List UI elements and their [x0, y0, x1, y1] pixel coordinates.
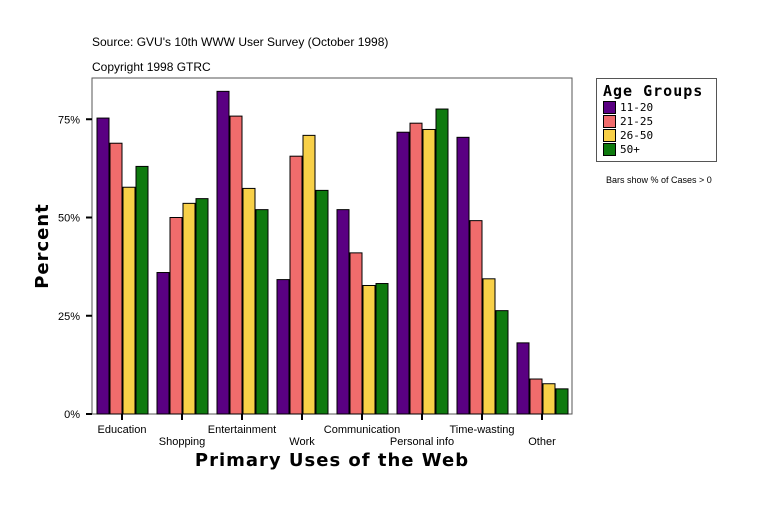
bar-26-50-time-wasting: [482, 278, 496, 415]
source-text: Source: GVU's 10th WWW User Survey (Octo…: [92, 35, 389, 49]
bar-26-50-entertainment: [242, 187, 256, 415]
bar-26-50-shopping: [182, 202, 196, 415]
bar-50+-communication: [375, 283, 389, 415]
legend-label: 26-50: [620, 128, 654, 142]
y-tick-label: 25%: [58, 311, 80, 323]
bar-50+-other: [555, 388, 569, 415]
legend-label: 11-20: [620, 100, 654, 114]
bar-21-25-time-wasting: [469, 220, 483, 415]
legend-item: 11-20: [603, 100, 716, 114]
bar-21-25-shopping: [169, 217, 183, 415]
bar-50+-time-wasting: [495, 310, 509, 415]
x-tick-label: Work: [289, 436, 315, 448]
legend-label: 21-25: [620, 114, 654, 128]
x-tick-label: Time-wasting: [450, 424, 515, 436]
bar-50+-personal-info: [435, 108, 449, 415]
legend-item: 50+: [603, 142, 716, 156]
bar-21-25-entertainment: [229, 115, 243, 415]
legend: Age Groups 11-20 21-25 26-50 50+: [596, 78, 717, 162]
bar-11-20-education: [96, 117, 110, 415]
bar-21-25-communication: [349, 252, 363, 415]
x-axis-label: Primary Uses of the Web: [195, 450, 469, 471]
legend-swatch: [603, 114, 616, 128]
cases-note: Bars show % of Cases > 0: [606, 175, 712, 185]
x-tick-label: Education: [98, 424, 147, 436]
copyright-text: Copyright 1998 GTRC: [92, 60, 211, 74]
y-tick-label: 50%: [58, 213, 80, 225]
bar-50+-shopping: [195, 198, 209, 415]
legend-item: 26-50: [603, 128, 716, 142]
bar-26-50-work: [302, 134, 316, 415]
legend-swatch: [603, 100, 616, 114]
bar-11-20-work: [276, 279, 290, 415]
legend-item: 21-25: [603, 114, 716, 128]
bar-26-50-communication: [362, 284, 376, 415]
bar-21-25-other: [529, 378, 543, 415]
y-tick-label: 75%: [58, 114, 80, 126]
bar-21-25-personal-info: [409, 122, 423, 415]
bar-26-50-personal-info: [422, 128, 436, 415]
bar-21-25-work: [289, 155, 303, 415]
bar-50+-entertainment: [255, 209, 269, 415]
legend-swatch: [603, 128, 616, 142]
legend-swatch: [603, 142, 616, 156]
x-tick-label: Shopping: [159, 436, 206, 448]
bar-26-50-other: [542, 383, 556, 415]
x-tick-label: Entertainment: [208, 424, 276, 436]
y-axis-label: Percent: [32, 203, 53, 289]
bar-11-20-shopping: [156, 272, 170, 415]
x-tick-label: Personal info: [390, 436, 454, 448]
legend-label: 50+: [620, 142, 640, 156]
y-tick-label: 0%: [64, 409, 80, 421]
bar-50+-work: [315, 189, 329, 415]
bar-11-20-entertainment: [216, 90, 230, 415]
bar-26-50-education: [122, 186, 136, 415]
bar-11-20-personal-info: [396, 131, 410, 415]
x-tick-label: Communication: [324, 424, 400, 436]
x-tick-label: Other: [528, 436, 556, 448]
bar-11-20-time-wasting: [456, 136, 470, 415]
bar-50+-education: [135, 165, 149, 415]
bar-11-20-communication: [336, 209, 350, 415]
legend-title: Age Groups: [603, 82, 704, 100]
bar-21-25-education: [109, 142, 123, 415]
bar-11-20-other: [516, 342, 530, 415]
